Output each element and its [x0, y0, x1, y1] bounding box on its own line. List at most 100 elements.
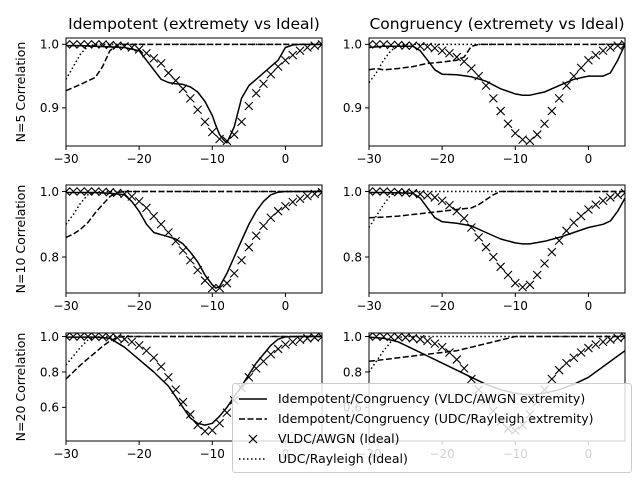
marker-point [98, 187, 107, 197]
marker-point [317, 39, 322, 49]
marker-point [83, 39, 93, 49]
marker-point [134, 196, 144, 206]
marker-point [532, 270, 542, 280]
marker-point [112, 333, 122, 343]
series-line-solid [66, 335, 322, 426]
x-tick-label: −10 [503, 299, 528, 313]
marker-point [459, 364, 469, 373]
marker-point [185, 93, 195, 103]
marker-point [437, 196, 447, 206]
marker-point [584, 55, 593, 65]
marker-point [518, 135, 527, 145]
x-tick-label: 0 [282, 299, 290, 313]
marker-point [142, 203, 151, 213]
marker-point [90, 39, 100, 49]
y-axis-label: N=5 Correlation [13, 42, 28, 143]
marker-point [288, 337, 298, 347]
series-line-dashed [66, 190, 322, 239]
marker-point [540, 119, 549, 129]
legend-label: Idempotent/Congruency (UDC/Rayleigh extr… [278, 411, 594, 426]
y-tick-label: 0.8 [40, 250, 59, 264]
marker-point [244, 372, 254, 382]
marker-point [605, 193, 615, 202]
marker-point [302, 191, 312, 201]
marker-point [281, 201, 290, 211]
x-tick-label: −30 [53, 152, 78, 166]
marker-point [281, 55, 290, 65]
marker-point [164, 228, 173, 237]
y-tick-label: 1.0 [40, 185, 59, 199]
marker-point [408, 41, 418, 51]
marker-point [371, 39, 381, 49]
marker-point [591, 200, 601, 210]
marker-point [76, 333, 86, 341]
subplot-title: Idempotent (extremety vs Ideal) [68, 15, 320, 33]
marker-point [200, 117, 210, 127]
marker-point [445, 200, 454, 210]
marker-point [229, 268, 239, 278]
marker-point [467, 64, 476, 73]
y-tick-label: 1.0 [40, 38, 59, 52]
x-tick-label: −20 [126, 152, 151, 166]
marker-point [251, 364, 261, 373]
marker-point [156, 362, 166, 372]
marker-point [112, 41, 122, 51]
marker-point [496, 106, 506, 116]
marker-point [576, 348, 586, 357]
y-tick-label: 1.0 [343, 185, 362, 199]
marker-point [142, 346, 151, 356]
marker-point [149, 53, 159, 63]
marker-point [503, 119, 513, 129]
marker-point [598, 46, 608, 56]
subplot-title: Congruency (extremety vs Ideal) [369, 15, 624, 33]
marker-point [562, 226, 571, 236]
marker-point [229, 130, 239, 139]
marker-point [532, 130, 542, 139]
marker-point [496, 262, 506, 272]
series-line-dotted [369, 190, 625, 228]
marker-point [474, 71, 484, 81]
axes-frame [368, 37, 626, 147]
marker-point [547, 247, 557, 257]
marker-point [171, 236, 181, 246]
marker-point [591, 340, 601, 349]
marker-point [569, 353, 579, 363]
marker-point [295, 46, 305, 56]
x-tick-label: −10 [200, 152, 225, 166]
marker-point [178, 84, 188, 94]
marker-point [467, 374, 476, 384]
plot-area [369, 187, 625, 292]
marker-point [591, 50, 601, 60]
marker-point [83, 187, 93, 196]
marker-point [415, 189, 425, 199]
marker-point [273, 344, 283, 354]
y-tick-label: 1.0 [343, 330, 362, 344]
marker-point [415, 41, 425, 51]
marker-point [156, 59, 166, 68]
marker-point [266, 69, 276, 79]
marker-point [445, 48, 454, 58]
subplot: −30 −20 −10 0 1.0 0.9 [343, 37, 626, 166]
series-line-dashed [369, 335, 625, 363]
marker-point [467, 223, 476, 232]
marker-point [68, 333, 78, 341]
marker-point [317, 187, 322, 197]
x-tick-label: −10 [200, 447, 225, 461]
marker-point [105, 40, 115, 50]
marker-point [149, 353, 159, 363]
legend-entry-solid: Idempotent/Congruency (VLDC/AWGN extremi… [233, 389, 631, 409]
marker-point [503, 270, 513, 280]
marker-point [215, 283, 224, 293]
legend-label: VLDC/AWGN (Ideal) [278, 431, 400, 446]
marker-point [547, 374, 557, 384]
legend-entry-dotted: UDC/Rayleigh (Ideal) [233, 449, 631, 469]
series-line-dotted [66, 335, 322, 366]
marker-point [281, 340, 290, 349]
y-tick-label: 0.8 [343, 365, 362, 379]
marker-point [584, 205, 593, 214]
marker-point [68, 39, 78, 49]
y-tick-label: 0.9 [40, 101, 59, 115]
y-tick-label: 0.6 [40, 401, 59, 415]
marker-point [164, 68, 173, 78]
series-line-dashed [369, 190, 625, 219]
